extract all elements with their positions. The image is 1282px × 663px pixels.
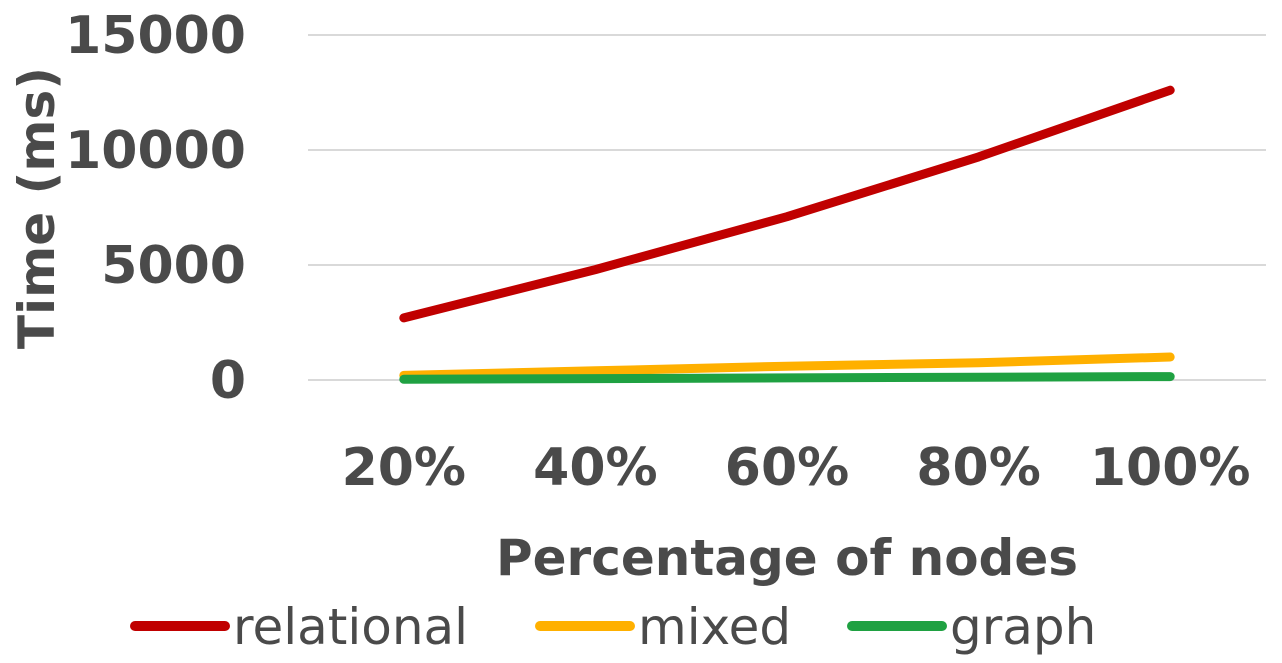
series-line-relational — [399, 85, 1175, 323]
legend: relational mixed graph — [130, 598, 1096, 656]
x-tick-label: 100% — [1090, 438, 1251, 498]
x-tick-labels: 20% 40% 60% 80% 100% — [342, 438, 1251, 498]
y-tick-label: 5000 — [101, 236, 246, 296]
gridlines — [308, 34, 1266, 381]
x-tick-label: 60% — [725, 438, 849, 498]
y-tick-label: 10000 — [65, 121, 246, 181]
x-tick-label: 80% — [916, 438, 1040, 498]
y-axis-title: Time (ms) — [8, 67, 66, 349]
x-axis-title: Percentage of nodes — [496, 529, 1078, 587]
y-tick-label: 15000 — [65, 6, 246, 66]
x-tick-label: 20% — [342, 438, 466, 498]
y-tick-labels: 0 5000 10000 15000 — [65, 6, 246, 411]
series-lines — [399, 85, 1175, 384]
series-line-graph — [399, 372, 1175, 384]
legend-label-relational: relational — [233, 598, 468, 656]
legend-label-graph: graph — [950, 598, 1096, 656]
y-tick-label: 0 — [210, 351, 246, 411]
legend-label-mixed: mixed — [638, 598, 791, 656]
series-line-mixed — [399, 352, 1175, 380]
x-tick-label: 40% — [533, 438, 657, 498]
